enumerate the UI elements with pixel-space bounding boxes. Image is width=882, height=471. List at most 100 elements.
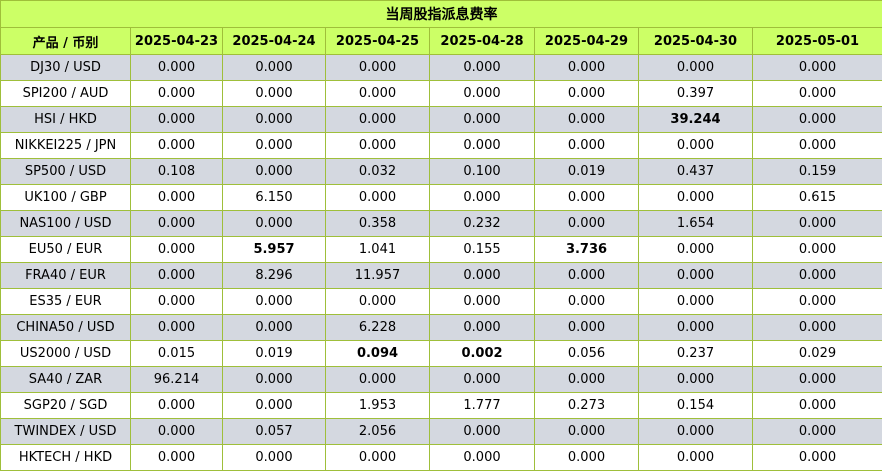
rate-cell: 1.777	[430, 393, 535, 419]
rate-cell: 0.000	[753, 367, 882, 393]
rate-cell: 1.654	[639, 211, 753, 237]
rate-cell: 0.000	[753, 393, 882, 419]
rate-cell: 0.000	[753, 419, 882, 445]
column-header-date: 2025-04-28	[430, 28, 535, 55]
column-header-date: 2025-04-29	[535, 28, 639, 55]
rate-cell: 0.000	[753, 315, 882, 341]
column-header-date: 2025-04-23	[131, 28, 223, 55]
rate-cell: 0.237	[639, 341, 753, 367]
rate-cell: 0.000	[223, 445, 326, 471]
rate-cell: 0.057	[223, 419, 326, 445]
rate-cell: 0.000	[326, 367, 430, 393]
rate-cell: 0.000	[326, 289, 430, 315]
rate-cell: 0.094	[326, 341, 430, 367]
product-cell: SP500 / USD	[1, 159, 131, 185]
product-cell: SPI200 / AUD	[1, 81, 131, 107]
rate-cell: 0.000	[639, 237, 753, 263]
column-header-product: 产品 / 币别	[1, 28, 131, 55]
rate-cell: 0.615	[753, 185, 882, 211]
rate-cell: 0.000	[535, 367, 639, 393]
rate-cell: 0.358	[326, 211, 430, 237]
rate-cell: 0.397	[639, 81, 753, 107]
rate-cell: 0.032	[326, 159, 430, 185]
rate-cell: 0.000	[753, 263, 882, 289]
rate-cell: 0.000	[753, 445, 882, 471]
rate-cell: 0.000	[430, 107, 535, 133]
rate-cell: 0.000	[639, 367, 753, 393]
rate-cell: 0.000	[131, 393, 223, 419]
rate-cell: 11.957	[326, 263, 430, 289]
rate-cell: 0.029	[753, 341, 882, 367]
rate-cell: 0.000	[535, 55, 639, 81]
rate-cell: 0.000	[430, 263, 535, 289]
rate-cell: 0.000	[131, 107, 223, 133]
rate-cell: 0.000	[223, 133, 326, 159]
product-cell: UK100 / GBP	[1, 185, 131, 211]
product-cell: SA40 / ZAR	[1, 367, 131, 393]
column-header-date: 2025-04-25	[326, 28, 430, 55]
rate-cell: 0.000	[753, 289, 882, 315]
rate-cell: 0.000	[326, 81, 430, 107]
rate-cell: 0.000	[430, 81, 535, 107]
rate-cell: 2.056	[326, 419, 430, 445]
rate-cell: 0.000	[753, 133, 882, 159]
rate-cell: 0.000	[131, 237, 223, 263]
rate-cell: 0.000	[535, 185, 639, 211]
rate-cell: 0.100	[430, 159, 535, 185]
rate-cell: 0.000	[430, 445, 535, 471]
rate-cell: 0.000	[535, 445, 639, 471]
rate-cell: 0.000	[430, 133, 535, 159]
product-cell: CHINA50 / USD	[1, 315, 131, 341]
rate-cell: 0.000	[430, 419, 535, 445]
rate-cell: 0.019	[535, 159, 639, 185]
rate-cell: 0.154	[639, 393, 753, 419]
column-header-date: 2025-05-01	[753, 28, 882, 55]
rate-cell: 0.000	[639, 445, 753, 471]
rate-cell: 0.000	[535, 81, 639, 107]
rate-cell: 0.000	[535, 419, 639, 445]
table-title: 当周股指派息费率	[1, 1, 882, 28]
rate-cell: 0.159	[753, 159, 882, 185]
rate-cell: 0.000	[326, 185, 430, 211]
product-cell: EU50 / EUR	[1, 237, 131, 263]
rate-cell: 0.019	[223, 341, 326, 367]
rate-cell: 0.000	[639, 289, 753, 315]
rate-cell: 0.000	[131, 81, 223, 107]
rate-cell: 0.000	[753, 81, 882, 107]
rate-cell: 0.000	[223, 367, 326, 393]
rate-cell: 0.000	[326, 133, 430, 159]
rate-cell: 0.000	[223, 315, 326, 341]
rate-cell: 0.000	[223, 55, 326, 81]
rate-cell: 0.002	[430, 341, 535, 367]
rate-cell: 0.000	[430, 55, 535, 81]
rate-cell: 0.000	[535, 211, 639, 237]
rate-cell: 0.000	[430, 315, 535, 341]
rate-cell: 0.000	[535, 289, 639, 315]
rate-cell: 0.000	[223, 211, 326, 237]
rate-cell: 0.273	[535, 393, 639, 419]
rate-cell: 0.000	[639, 315, 753, 341]
rate-cell: 1.041	[326, 237, 430, 263]
rate-cell: 0.000	[131, 55, 223, 81]
product-cell: NIKKEI225 / JPN	[1, 133, 131, 159]
rate-cell: 0.056	[535, 341, 639, 367]
product-cell: HKTECH / HKD	[1, 445, 131, 471]
rate-cell: 0.000	[535, 107, 639, 133]
product-cell: DJ30 / USD	[1, 55, 131, 81]
column-header-date: 2025-04-30	[639, 28, 753, 55]
rate-cell: 8.296	[223, 263, 326, 289]
